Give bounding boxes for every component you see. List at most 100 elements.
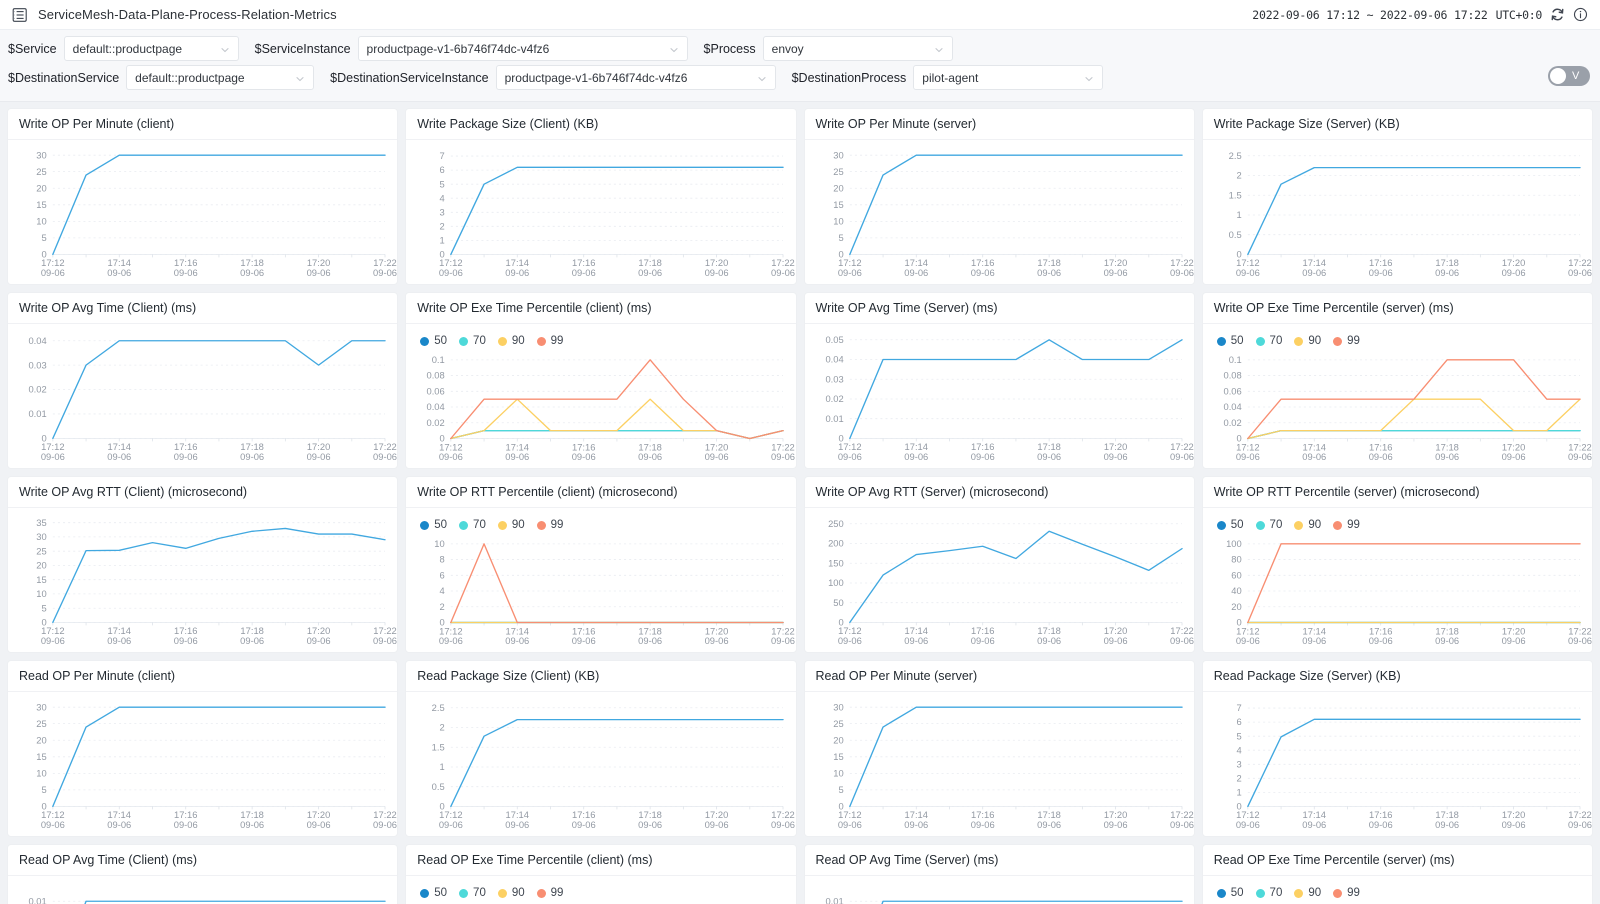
svg-text:09-06: 09-06 (904, 820, 928, 830)
panel-title: Write OP Per Minute (server) (804, 109, 1194, 140)
svg-text:09-06: 09-06 (240, 636, 264, 646)
legend-item-p99[interactable]: 99 (536, 335, 564, 347)
svg-text:17:16: 17:16 (174, 442, 197, 452)
legend-item-p90[interactable]: 90 (1294, 519, 1321, 531)
svg-text:10: 10 (833, 769, 843, 779)
legend-label: 99 (1347, 887, 1360, 899)
legend-item-p50[interactable]: 50 (420, 887, 447, 899)
svg-text:17:12: 17:12 (41, 258, 64, 268)
chart-plot: 0.0117:1209-0617:1409-0617:1609-0617:180… (8, 876, 397, 904)
svg-text:17:20: 17:20 (1103, 626, 1126, 636)
filter-select-destinationservice[interactable]: default::productpage (126, 65, 315, 90)
legend-item-p90[interactable]: 90 (1294, 887, 1321, 899)
svg-text:09-06: 09-06 (174, 636, 198, 646)
legend-item-p99[interactable]: 99 (1333, 519, 1360, 531)
filter-label-serviceinstance: $ServiceInstance (254, 41, 351, 56)
svg-text:09-06: 09-06 (1368, 452, 1392, 462)
legend-item-p99[interactable]: 99 (1333, 887, 1360, 899)
svg-text:09-06: 09-06 (439, 820, 463, 830)
svg-text:09-06: 09-06 (572, 268, 596, 278)
filter-select-destinationprocess[interactable]: pilot-agent (913, 65, 1104, 90)
svg-text:10: 10 (435, 539, 445, 549)
chart-legend: 50 70 90 99 (1203, 876, 1592, 902)
svg-text:17:20: 17:20 (1103, 810, 1126, 820)
svg-text:09-06: 09-06 (107, 268, 131, 278)
svg-text:09-06: 09-06 (705, 452, 729, 462)
legend-item-p90[interactable]: 90 (497, 887, 525, 899)
svg-text:0: 0 (838, 434, 843, 444)
info-circle-icon[interactable] (1573, 7, 1588, 22)
svg-text:17:22: 17:22 (772, 626, 795, 636)
legend-item-p70[interactable]: 70 (459, 519, 486, 531)
chart-plot: 0 0.5 1 1.5 2 2.5 17:12 09-06 17:14 09-06 17:16 09-… (1203, 140, 1592, 284)
panel-title: Write OP Avg RTT (Client) (microsecond) (8, 477, 398, 508)
legend-label: 50 (434, 519, 448, 531)
filter-label-destinationservice: $DestinationService (8, 70, 120, 85)
chart-panel-write-op-rtt-percentile-client: Write OP RTT Percentile (client) (micros… (405, 476, 797, 653)
legend-item-p70[interactable]: 70 (1255, 887, 1282, 899)
page-title: ServiceMesh-Data-Plane-Process-Relation-… (38, 7, 337, 22)
svg-text:3: 3 (1236, 760, 1241, 770)
svg-text:09-06: 09-06 (439, 268, 463, 278)
svg-text:17:14: 17:14 (904, 258, 927, 268)
svg-text:5: 5 (41, 785, 46, 795)
svg-text:6: 6 (440, 165, 445, 175)
timezone-text[interactable]: UTC+0:0 (1495, 7, 1543, 22)
svg-text:09-06: 09-06 (1501, 452, 1525, 462)
svg-text:09-06: 09-06 (572, 820, 596, 830)
legend-item-p50[interactable]: 50 (1216, 335, 1244, 347)
legend-item-p99[interactable]: 99 (1333, 335, 1360, 347)
svg-text:17:14: 17:14 (506, 442, 529, 452)
svg-text:17:16: 17:16 (970, 626, 993, 636)
legend-item-p50[interactable]: 50 (1216, 519, 1244, 531)
chart-plot: 0 0.01 0.02 0.03 0.04 0.05 17:12 09-06 17:14 09-0… (805, 324, 1194, 468)
panel-title: Read OP Per Minute (server) (804, 661, 1194, 692)
legend-item-p50[interactable]: 50 (420, 519, 447, 531)
legend-item-p90[interactable]: 90 (497, 335, 525, 347)
legend-item-p90[interactable]: 90 (497, 519, 525, 531)
chart-panel-read-package-size-server: Read Package Size (Server) (KB) 0 1 2 3 4 5 6 7 1… (1201, 660, 1593, 837)
view-toggle[interactable]: V (1548, 66, 1590, 86)
svg-text:1: 1 (1236, 788, 1241, 798)
legend-item-p99[interactable]: 99 (536, 887, 563, 899)
legend-item-p50[interactable]: 50 (420, 335, 447, 347)
legend-dot-icon (1216, 336, 1226, 346)
refresh-icon[interactable] (1550, 7, 1565, 22)
panel-title: Write OP RTT Percentile (server) (micros… (1202, 477, 1592, 508)
chart-panel-write-package-size-client: Write Package Size (Client) (KB) 0 1 2 3 4 5 6 7… (405, 108, 797, 285)
svg-text:17:20: 17:20 (705, 258, 728, 268)
svg-text:17:16: 17:16 (572, 626, 595, 636)
svg-text:09-06: 09-06 (41, 820, 65, 830)
chevron-down-icon (934, 44, 944, 54)
svg-text:17:16: 17:16 (174, 626, 197, 636)
time-range-text[interactable]: 2022-09-06 17:12 ~ 2022-09-06 17:22 (1252, 7, 1488, 22)
svg-text:09-06: 09-06 (1103, 820, 1127, 830)
legend-item-p70[interactable]: 70 (459, 335, 486, 347)
legend-label: 99 (550, 519, 564, 531)
legend-item-p70[interactable]: 70 (1255, 519, 1282, 531)
svg-text:0.02: 0.02 (427, 418, 445, 428)
svg-text:17:22: 17:22 (373, 442, 396, 452)
list-panel-icon[interactable] (12, 7, 28, 23)
svg-text:09-06: 09-06 (1302, 268, 1326, 278)
filter-label-process: $Process (703, 41, 756, 56)
legend-item-p70[interactable]: 70 (1255, 335, 1282, 347)
filter-select-process[interactable]: envoy (762, 36, 953, 61)
legend-item-p50[interactable]: 50 (1216, 887, 1244, 899)
chart-plot: 0 0.01 0.02 0.03 0.04 17:12 09-06 17:14 09-06 17:… (8, 324, 397, 468)
panel-body: 0 5 10 15 20 25 30 17:12 09-06 17:14 09-06 17:16 09-… (8, 692, 397, 836)
legend-item-p70[interactable]: 70 (459, 887, 486, 899)
filter-select-destinationserviceinstance[interactable]: productpage-v1-6b746f74dc-v4fz6 (495, 65, 776, 90)
legend-item-p90[interactable]: 90 (1294, 335, 1321, 347)
svg-text:5: 5 (41, 233, 46, 243)
filter-select-service[interactable]: default::productpage (63, 36, 239, 61)
legend-item-p99[interactable]: 99 (536, 519, 564, 531)
svg-text:0.1: 0.1 (432, 355, 445, 365)
legend-label: 99 (550, 335, 564, 347)
svg-text:1.5: 1.5 (432, 743, 445, 753)
svg-text:09-06: 09-06 (970, 820, 994, 830)
panel-body: 5070909917:1209-0617:1409-0617:1609-0617… (1203, 876, 1592, 904)
svg-text:0.06: 0.06 (427, 387, 445, 397)
svg-text:09-06: 09-06 (970, 452, 994, 462)
filter-select-serviceinstance[interactable]: productpage-v1-6b746f74dc-v4fz6 (357, 36, 688, 61)
